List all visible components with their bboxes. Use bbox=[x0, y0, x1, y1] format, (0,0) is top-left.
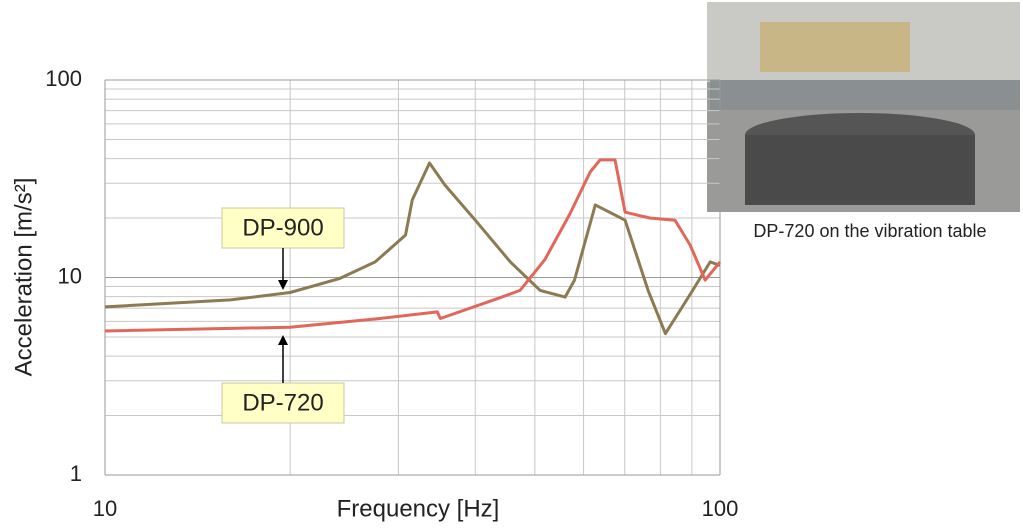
x-axis-title: Frequency [Hz] bbox=[337, 495, 500, 522]
photo-plate bbox=[710, 80, 1020, 110]
series-line bbox=[104, 161, 721, 336]
x-tick-label: 100 bbox=[702, 496, 739, 521]
callout-arrowhead bbox=[278, 280, 288, 290]
y-tick-label: 1 bbox=[70, 461, 82, 486]
series-line bbox=[104, 158, 722, 333]
y-axis-title: Acceleration [m/s²] bbox=[10, 178, 37, 377]
y-tick-label: 10 bbox=[58, 263, 82, 288]
y-tick-label: 100 bbox=[45, 66, 82, 91]
callout-label: DP-900 bbox=[242, 214, 323, 241]
callout-box bbox=[221, 207, 345, 249]
photo-table bbox=[745, 135, 975, 205]
callout-arrowhead bbox=[278, 335, 288, 345]
photo-caption: DP-720 on the vibration table bbox=[753, 221, 986, 241]
x-tick-label: 10 bbox=[93, 496, 117, 521]
photo bbox=[707, 2, 1020, 212]
callout-label: DP-720 bbox=[242, 389, 323, 416]
photo-device bbox=[760, 22, 910, 72]
